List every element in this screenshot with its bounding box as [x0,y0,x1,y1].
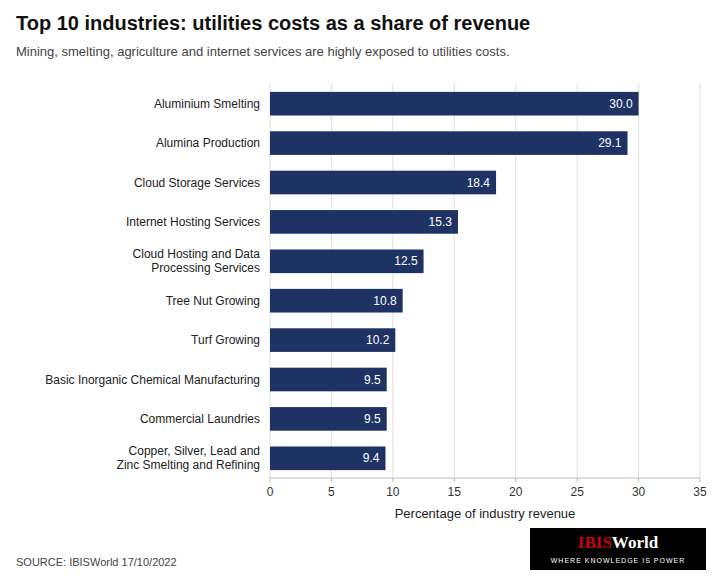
bar [270,289,403,313]
tick-mark [515,478,516,482]
tick-mark [331,478,332,482]
data-label: 9.5 [364,412,381,426]
category-label: Tree Nut Growing [166,294,260,308]
tick-label: 30 [632,485,646,499]
tick-label: 10 [386,485,400,499]
tick-label: 25 [570,485,584,499]
tick-mark [638,478,639,482]
logo-text-part: IBIS [578,533,612,552]
category-label: Turf Growing [191,333,260,347]
data-label: 29.1 [598,136,622,150]
logo-box [530,528,706,570]
tick-label: 0 [267,485,274,499]
tick-label: 5 [328,485,335,499]
bar [270,171,496,195]
tick-mark [270,478,271,482]
tick-mark [454,478,455,482]
grid-line [638,84,639,478]
data-label: 9.4 [363,451,380,465]
tick-label: 35 [693,485,707,499]
data-label: 10.8 [373,294,397,308]
tick-mark [577,478,578,482]
bar [270,210,458,234]
bar [270,328,395,352]
data-label: 9.5 [364,373,381,387]
data-labels: 9.4 9.5 9.5 10.2 10.8 12.5 15.3 18.4 29.1 30.0 [363,97,633,466]
chart: Top 10 industries: utilities costs as a … [0,0,720,576]
bars [270,92,639,470]
logo-tagline: WHERE KNOWLEDGE IS POWER [551,557,685,564]
x-axis: 0 5 10 15 20 25 30 35 [267,478,707,499]
bar [270,368,387,392]
tick-mark [700,478,701,482]
category-label: Internet Hosting Services [126,215,260,229]
axis-line [270,478,700,479]
bar [270,131,628,155]
bar [270,407,387,431]
tick-mark [392,478,393,482]
category-label: Alumina Production [156,136,260,150]
tick-label: 15 [448,485,462,499]
data-label: 10.2 [366,333,390,347]
category-label: Basic Inorganic Chemical Manufacturing [45,373,260,387]
subtitle: Mining, smelting, agriculture and intern… [16,44,510,59]
tick-label: 20 [509,485,523,499]
category-label: Copper, Silver, Lead andZinc Smelting an… [117,444,260,472]
logo-text: IBISWorld [578,533,659,552]
grid-line [700,84,701,478]
logo: IBISWorld WHERE KNOWLEDGE IS POWER [530,528,706,570]
data-label: 18.4 [467,176,491,190]
y-axis: Copper, Silver, Lead andZinc Smelting an… [45,97,260,473]
axis-label: Percentage of industry revenue [395,506,576,521]
data-label: 15.3 [429,215,453,229]
category-label: Aluminium Smelting [154,97,260,111]
bar [270,92,639,116]
source: SOURCE: IBISWorld 17/10/2022 [16,556,177,568]
logo-text-part: World [612,533,659,552]
data-label: 12.5 [394,254,418,268]
title: Top 10 industries: utilities costs as a … [16,12,530,34]
category-label: Cloud Storage Services [134,176,260,190]
bar [270,446,385,470]
category-label: Commercial Laundries [140,412,260,426]
bar [270,249,424,273]
grid [270,84,700,478]
data-label: 30.0 [609,97,633,111]
category-label: Cloud Hosting and DataProcessing Service… [133,247,261,275]
